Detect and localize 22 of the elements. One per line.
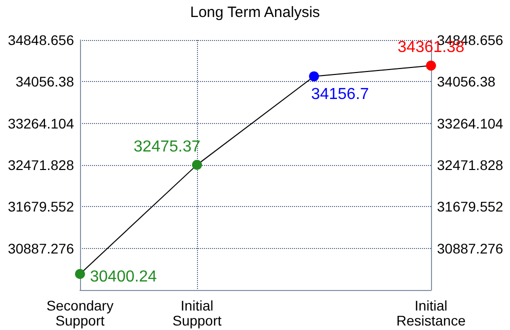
y-tick-label: 34056.38: [16, 74, 74, 90]
y2-tick-label: 34056.38: [437, 74, 496, 90]
chart-title: Long Term Analysis: [190, 4, 320, 21]
point: [192, 160, 202, 170]
x-tick-label: Initial Support: [172, 298, 222, 328]
point: [75, 268, 85, 279]
y-tick-label: 30887.276: [8, 240, 74, 256]
x-tick-label: Secondary Support: [46, 298, 114, 328]
y-tick-label: 33264.104: [8, 115, 74, 132]
y2-tick-label: 30887.276: [437, 240, 504, 256]
point: [426, 60, 436, 71]
point: [309, 71, 319, 82]
y-tick-label: 32471.828: [8, 157, 74, 173]
data-label: 34156.7: [311, 86, 370, 103]
data-label: 30400.24: [90, 268, 157, 286]
data-label: 32475.37: [134, 138, 200, 156]
y-tick-label: 34848.656: [8, 32, 74, 48]
y2-tick-label: 31679.552: [437, 198, 504, 215]
y-tick-label: 31679.552: [8, 198, 74, 215]
y2-tick-label: 33264.104: [437, 115, 504, 132]
y2-tick-label: 32471.828: [437, 157, 504, 173]
x-tick-label: Initial Resistance: [396, 298, 466, 328]
